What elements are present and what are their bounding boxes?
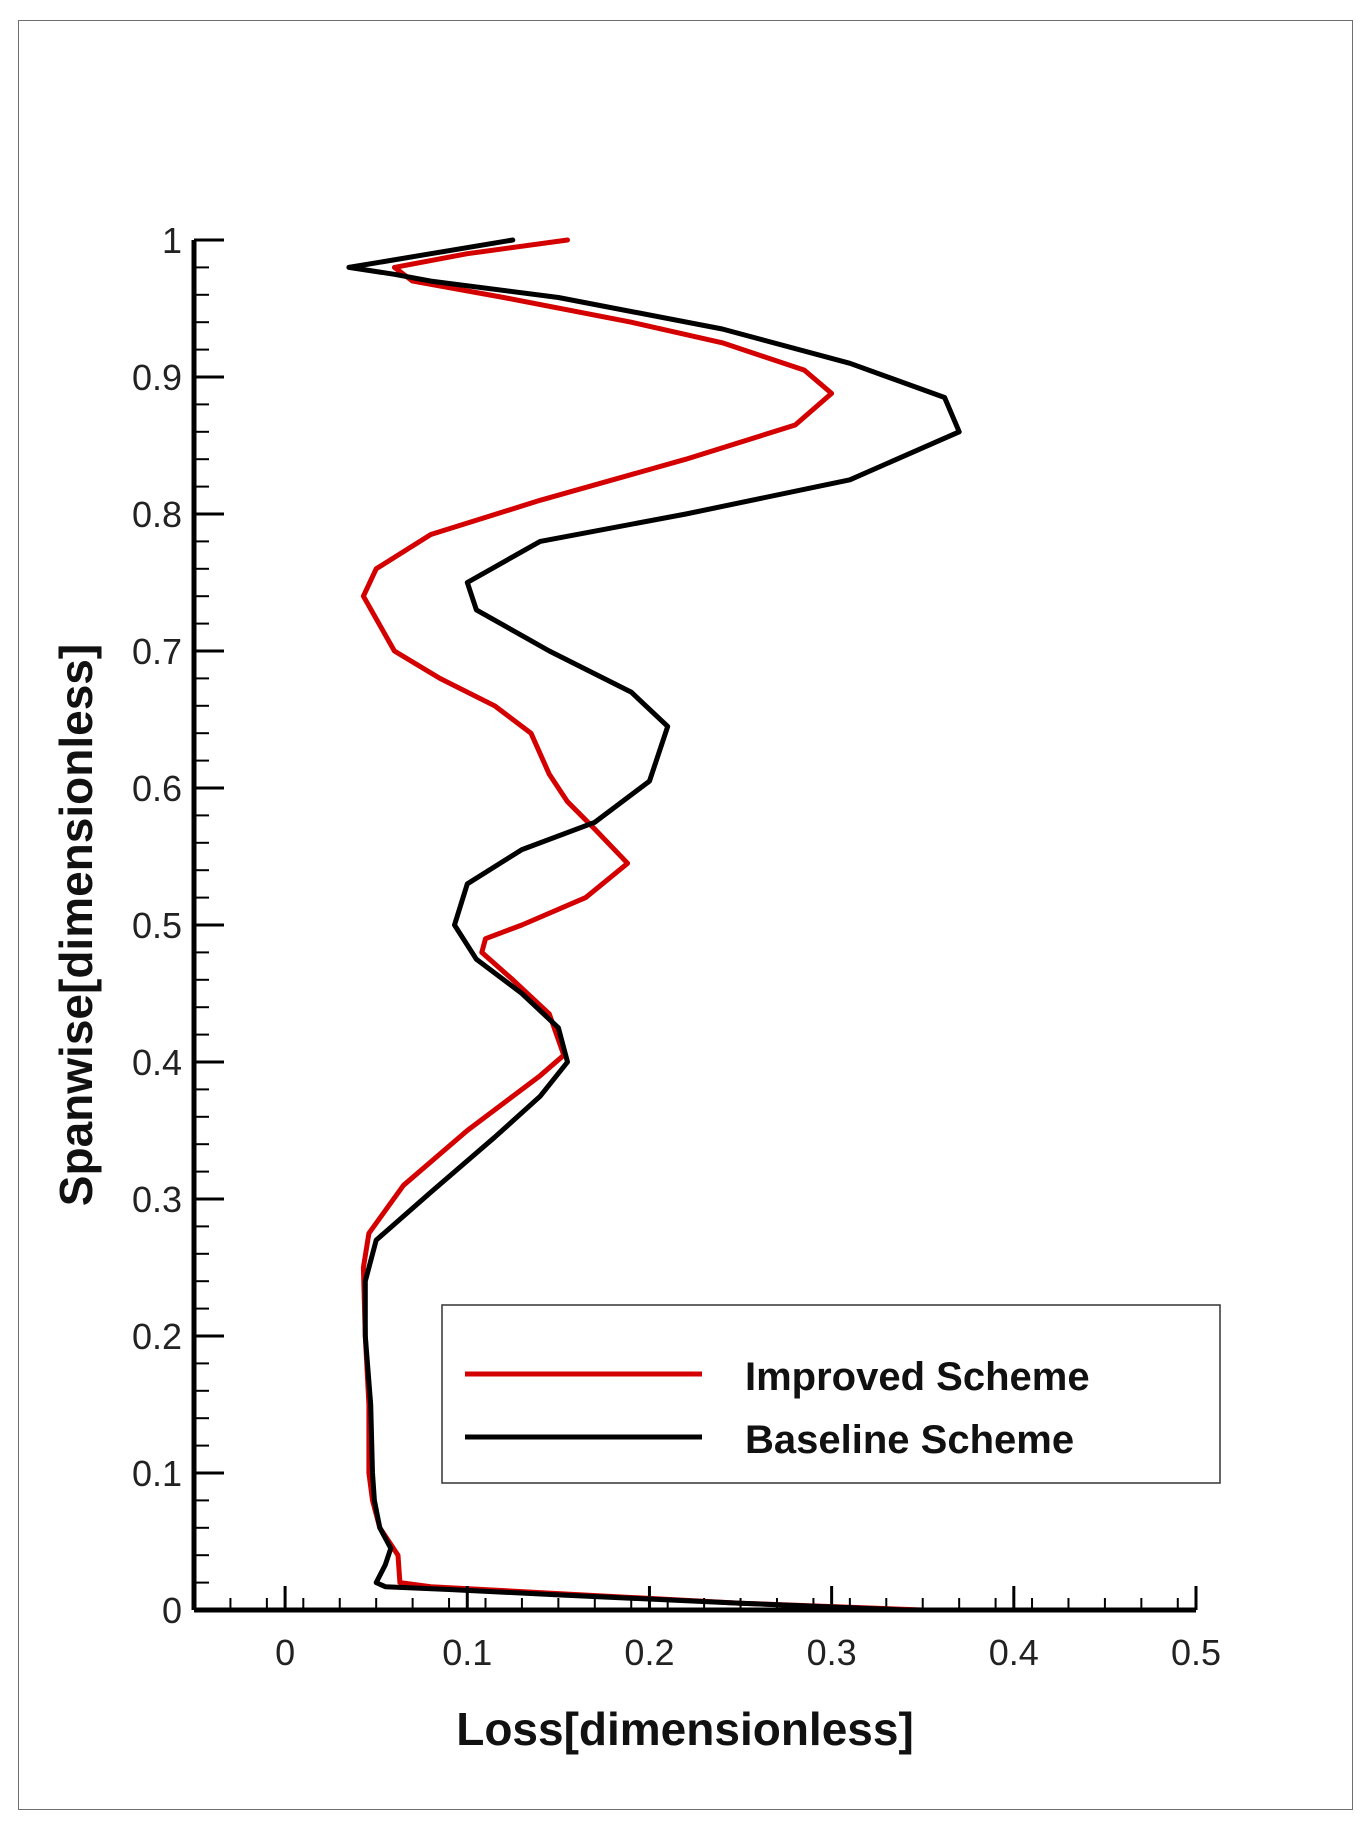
legend-box — [441, 1304, 1221, 1484]
y-tick-label: 0.5 — [132, 905, 182, 946]
series-line-baseline-scheme — [346, 237, 962, 1613]
y-tick-label: 0.3 — [132, 1179, 182, 1220]
y-tick-label: 0.6 — [132, 768, 182, 809]
y-tick-label: 0.4 — [132, 1042, 182, 1083]
x-tick-label: 0.2 — [624, 1632, 674, 1673]
y-ticks: 0 0.1 0.2 0.3 0.4 0.5 0.6 0.7 0.8 0.9 1 — [132, 220, 224, 1631]
legend: Improved Scheme Baseline Scheme — [441, 1304, 1221, 1484]
x-tick-label: 0 — [275, 1632, 295, 1673]
x-tick-label: 0.4 — [989, 1632, 1039, 1673]
x-ticks: 0 0.1 0.2 0.3 0.4 0.5 — [193, 1586, 1221, 1673]
y-tick-label: 0 — [162, 1590, 182, 1631]
legend-label-baseline: Baseline Scheme — [745, 1418, 1074, 1462]
y-tick-label: 0.8 — [132, 494, 182, 535]
y-tick-label: 0.1 — [132, 1453, 182, 1494]
legend-label-improved: Improved Scheme — [745, 1355, 1090, 1399]
x-tick-label: 0.3 — [807, 1632, 857, 1673]
x-tick-label: 0.1 — [442, 1632, 492, 1673]
x-axis-title: Loss[dimensionless] — [456, 1703, 914, 1755]
y-tick-label: 0.7 — [132, 631, 182, 672]
y-axis-title: Spanwise[dimensionless] — [50, 644, 102, 1206]
y-tick-label: 1 — [162, 220, 182, 261]
y-tick-label: 0.9 — [132, 357, 182, 398]
plot-lines — [346, 237, 962, 1613]
y-tick-label: 0.2 — [132, 1316, 182, 1357]
figure-frame — [18, 20, 1353, 1810]
x-tick-label: 0.5 — [1171, 1632, 1221, 1673]
